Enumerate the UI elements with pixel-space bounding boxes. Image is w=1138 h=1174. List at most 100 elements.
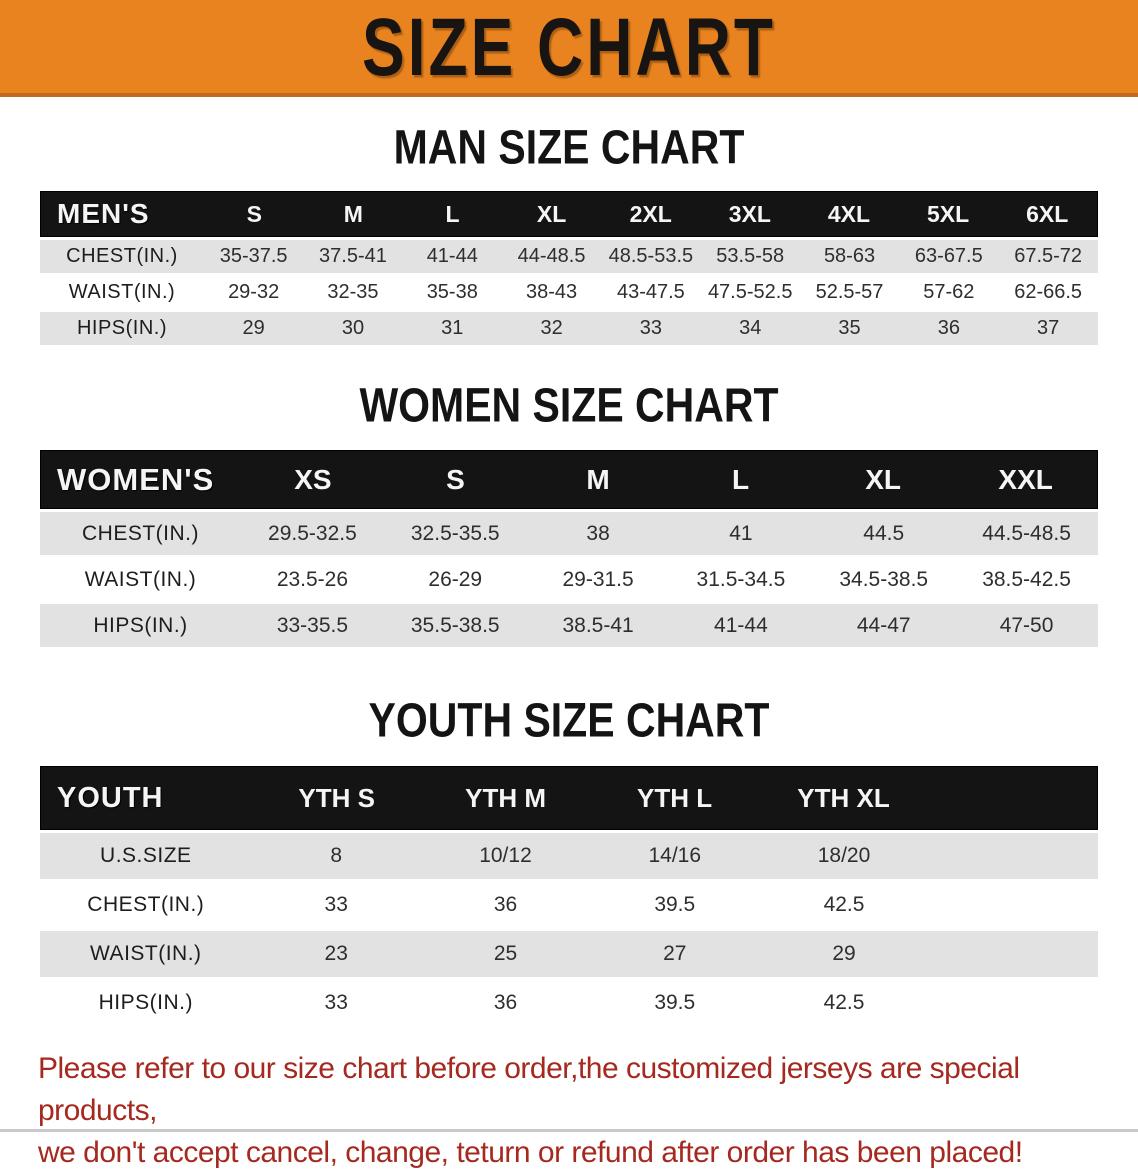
measurement-cell: 35.5-38.5 bbox=[410, 613, 500, 637]
table-row: WAIST(IN.) 23.5-26 26-29 29-31.5 31.5-34.5 34… bbox=[40, 558, 1098, 601]
size-column-header: XXL bbox=[998, 463, 1053, 495]
measurement-cell: 37 bbox=[1037, 317, 1060, 339]
measurement-cell: 47.5-52.5 bbox=[707, 281, 793, 303]
measurement-cell: 34 bbox=[739, 317, 762, 339]
measurement-cell: 67.5-72 bbox=[1014, 245, 1083, 267]
table-row: U.S.SIZE 8 10/12 14/16 18/20 bbox=[40, 833, 1098, 879]
measurement-cell: 23.5-26 bbox=[276, 567, 349, 591]
measurement-cell: 42.5 bbox=[823, 893, 865, 916]
table-row: HIPS(IN.) 29 30 31 32 33 34 35 36 37 bbox=[40, 312, 1098, 345]
measurement-cell: 33 bbox=[324, 893, 348, 916]
table-row: CHEST(IN.) 33 36 39.5 42.5 bbox=[40, 882, 1098, 928]
spacer-cell bbox=[929, 833, 1098, 879]
table-row: HIPS(IN.) 33-35.5 35.5-38.5 38.5-41 41-44 44-… bbox=[40, 604, 1098, 647]
row-label: U.S.SIZE bbox=[100, 844, 192, 867]
measurement-cell: 33 bbox=[324, 991, 348, 1014]
size-column-header: YTH S bbox=[298, 782, 375, 813]
measurement-cell: 58-63 bbox=[823, 245, 876, 267]
measurement-cell: 39.5 bbox=[654, 991, 696, 1014]
measurement-cell: 29 bbox=[242, 317, 265, 339]
measurement-cell: 8 bbox=[330, 844, 343, 867]
measurement-cell: 18/20 bbox=[817, 844, 871, 867]
disclaimer-text: Please refer to our size chart before or… bbox=[38, 1048, 1110, 1174]
table-row: CHEST(IN.) 35-37.5 37.5-41 41-44 44-48.5 48.5… bbox=[40, 240, 1098, 273]
measurement-cell: 41-44 bbox=[714, 613, 768, 637]
youth-size-table: YOUTH YTH S YTH M YTH L YTH XL U.S.SIZE 8 10/12… bbox=[40, 766, 1098, 1026]
measurement-cell: 57-62 bbox=[923, 281, 975, 303]
measurement-cell: 35-37.5 bbox=[219, 245, 288, 267]
measurement-cell: 26-29 bbox=[428, 567, 483, 591]
size-column-header: YTH L bbox=[637, 782, 713, 813]
measurement-cell: 29 bbox=[832, 942, 856, 965]
bottom-edge-line bbox=[0, 1129, 1138, 1132]
men-size-table: MEN'S S M L XL 2XL 3XL 4XL 5XL 6XL CHEST(IN.) 35-37… bbox=[40, 191, 1098, 345]
row-label: HIPS(IN.) bbox=[98, 991, 193, 1014]
measurement-cell: 53.5-58 bbox=[716, 245, 785, 267]
measurement-cell: 38.5-42.5 bbox=[982, 567, 1071, 591]
table-header-label: WOMEN'S bbox=[57, 461, 215, 497]
youth-section-heading: YOUTH SIZE CHART bbox=[0, 693, 1138, 747]
measurement-cell: 44.5 bbox=[863, 521, 905, 545]
size-column-header: 3XL bbox=[728, 200, 771, 227]
size-column-header: 2XL bbox=[629, 200, 672, 227]
table-row: HIPS(IN.) 33 36 39.5 42.5 bbox=[40, 980, 1098, 1026]
measurement-cell: 36 bbox=[493, 893, 518, 916]
size-column-header: 4XL bbox=[827, 200, 871, 227]
measurement-cell: 41 bbox=[729, 521, 753, 545]
size-column-header: 5XL bbox=[927, 200, 970, 227]
measurement-cell: 33 bbox=[639, 317, 663, 339]
measurement-cell: 23 bbox=[324, 942, 348, 965]
youth-section-heading-text: YOUTH SIZE CHART bbox=[368, 692, 770, 748]
measurement-cell: 39.5 bbox=[654, 893, 696, 916]
table-header-row: MEN'S S M L XL 2XL 3XL 4XL 5XL 6XL bbox=[40, 191, 1098, 237]
measurement-cell: 43-47.5 bbox=[616, 281, 685, 303]
measurement-cell: 62-66.5 bbox=[1014, 281, 1083, 303]
measurement-cell: 44-48.5 bbox=[517, 245, 586, 267]
row-label: WAIST(IN.) bbox=[68, 281, 176, 303]
measurement-cell: 38.5-41 bbox=[562, 613, 634, 637]
measurement-cell: 52.5-57 bbox=[815, 281, 884, 303]
measurement-cell: 63-67.5 bbox=[914, 245, 983, 267]
table-row: CHEST(IN.) 29.5-32.5 32.5-35.5 38 41 44.5 44.5… bbox=[40, 512, 1098, 555]
table-header-label: YOUTH bbox=[57, 781, 164, 814]
table-row: WAIST(IN.) 29-32 32-35 35-38 38-43 43-47.5 47.… bbox=[40, 276, 1098, 309]
spacer-cell bbox=[929, 931, 1098, 977]
size-column-header: L bbox=[445, 200, 460, 227]
measurement-cell: 41-44 bbox=[426, 245, 478, 267]
size-column-header: XL bbox=[536, 200, 567, 227]
row-label: WAIST(IN.) bbox=[84, 567, 197, 591]
row-label: CHEST(IN.) bbox=[82, 521, 199, 545]
measurement-cell: 38 bbox=[586, 521, 610, 545]
women-section-heading-text: WOMEN SIZE CHART bbox=[359, 377, 779, 433]
measurement-cell: 31.5-34.5 bbox=[696, 567, 786, 591]
measurement-cell: 48.5-53.5 bbox=[608, 245, 694, 267]
measurement-cell: 10/12 bbox=[479, 844, 532, 867]
women-section-heading: WOMEN SIZE CHART bbox=[0, 378, 1138, 432]
measurement-cell: 14/16 bbox=[648, 844, 702, 867]
size-column-header: XS bbox=[294, 463, 332, 495]
size-column-header: YTH XL bbox=[797, 782, 890, 813]
measurement-cell: 36 bbox=[493, 991, 518, 1014]
size-column-header: YTH M bbox=[465, 782, 547, 813]
measurement-cell: 33-35.5 bbox=[276, 613, 349, 637]
size-column-header: M bbox=[586, 463, 610, 495]
measurement-cell: 44.5-48.5 bbox=[982, 521, 1071, 545]
table-header-row: YOUTH YTH S YTH M YTH L YTH XL bbox=[40, 766, 1098, 830]
size-column-header: S bbox=[446, 463, 465, 495]
size-column-header: M bbox=[343, 200, 363, 227]
measurement-cell: 32.5-35.5 bbox=[410, 521, 500, 545]
measurement-cell: 29-32 bbox=[228, 281, 280, 303]
row-label: CHEST(IN.) bbox=[66, 245, 178, 267]
row-label: HIPS(IN.) bbox=[93, 613, 188, 637]
measurement-cell: 36 bbox=[937, 317, 960, 339]
disclaimer-line-1: Please refer to our size chart before or… bbox=[38, 1052, 1020, 1127]
spacer-cell bbox=[929, 980, 1098, 1026]
men-section-heading-text: MAN SIZE CHART bbox=[393, 119, 745, 175]
size-chart-banner: SIZE CHART bbox=[0, 0, 1138, 97]
banner-title: SIZE CHART bbox=[362, 0, 776, 93]
size-column-header: 6XL bbox=[1026, 200, 1069, 227]
table-header-label: MEN'S bbox=[57, 198, 150, 229]
measurement-cell: 32 bbox=[540, 317, 563, 339]
measurement-cell: 27 bbox=[663, 942, 687, 965]
size-column-header: L bbox=[731, 463, 750, 495]
